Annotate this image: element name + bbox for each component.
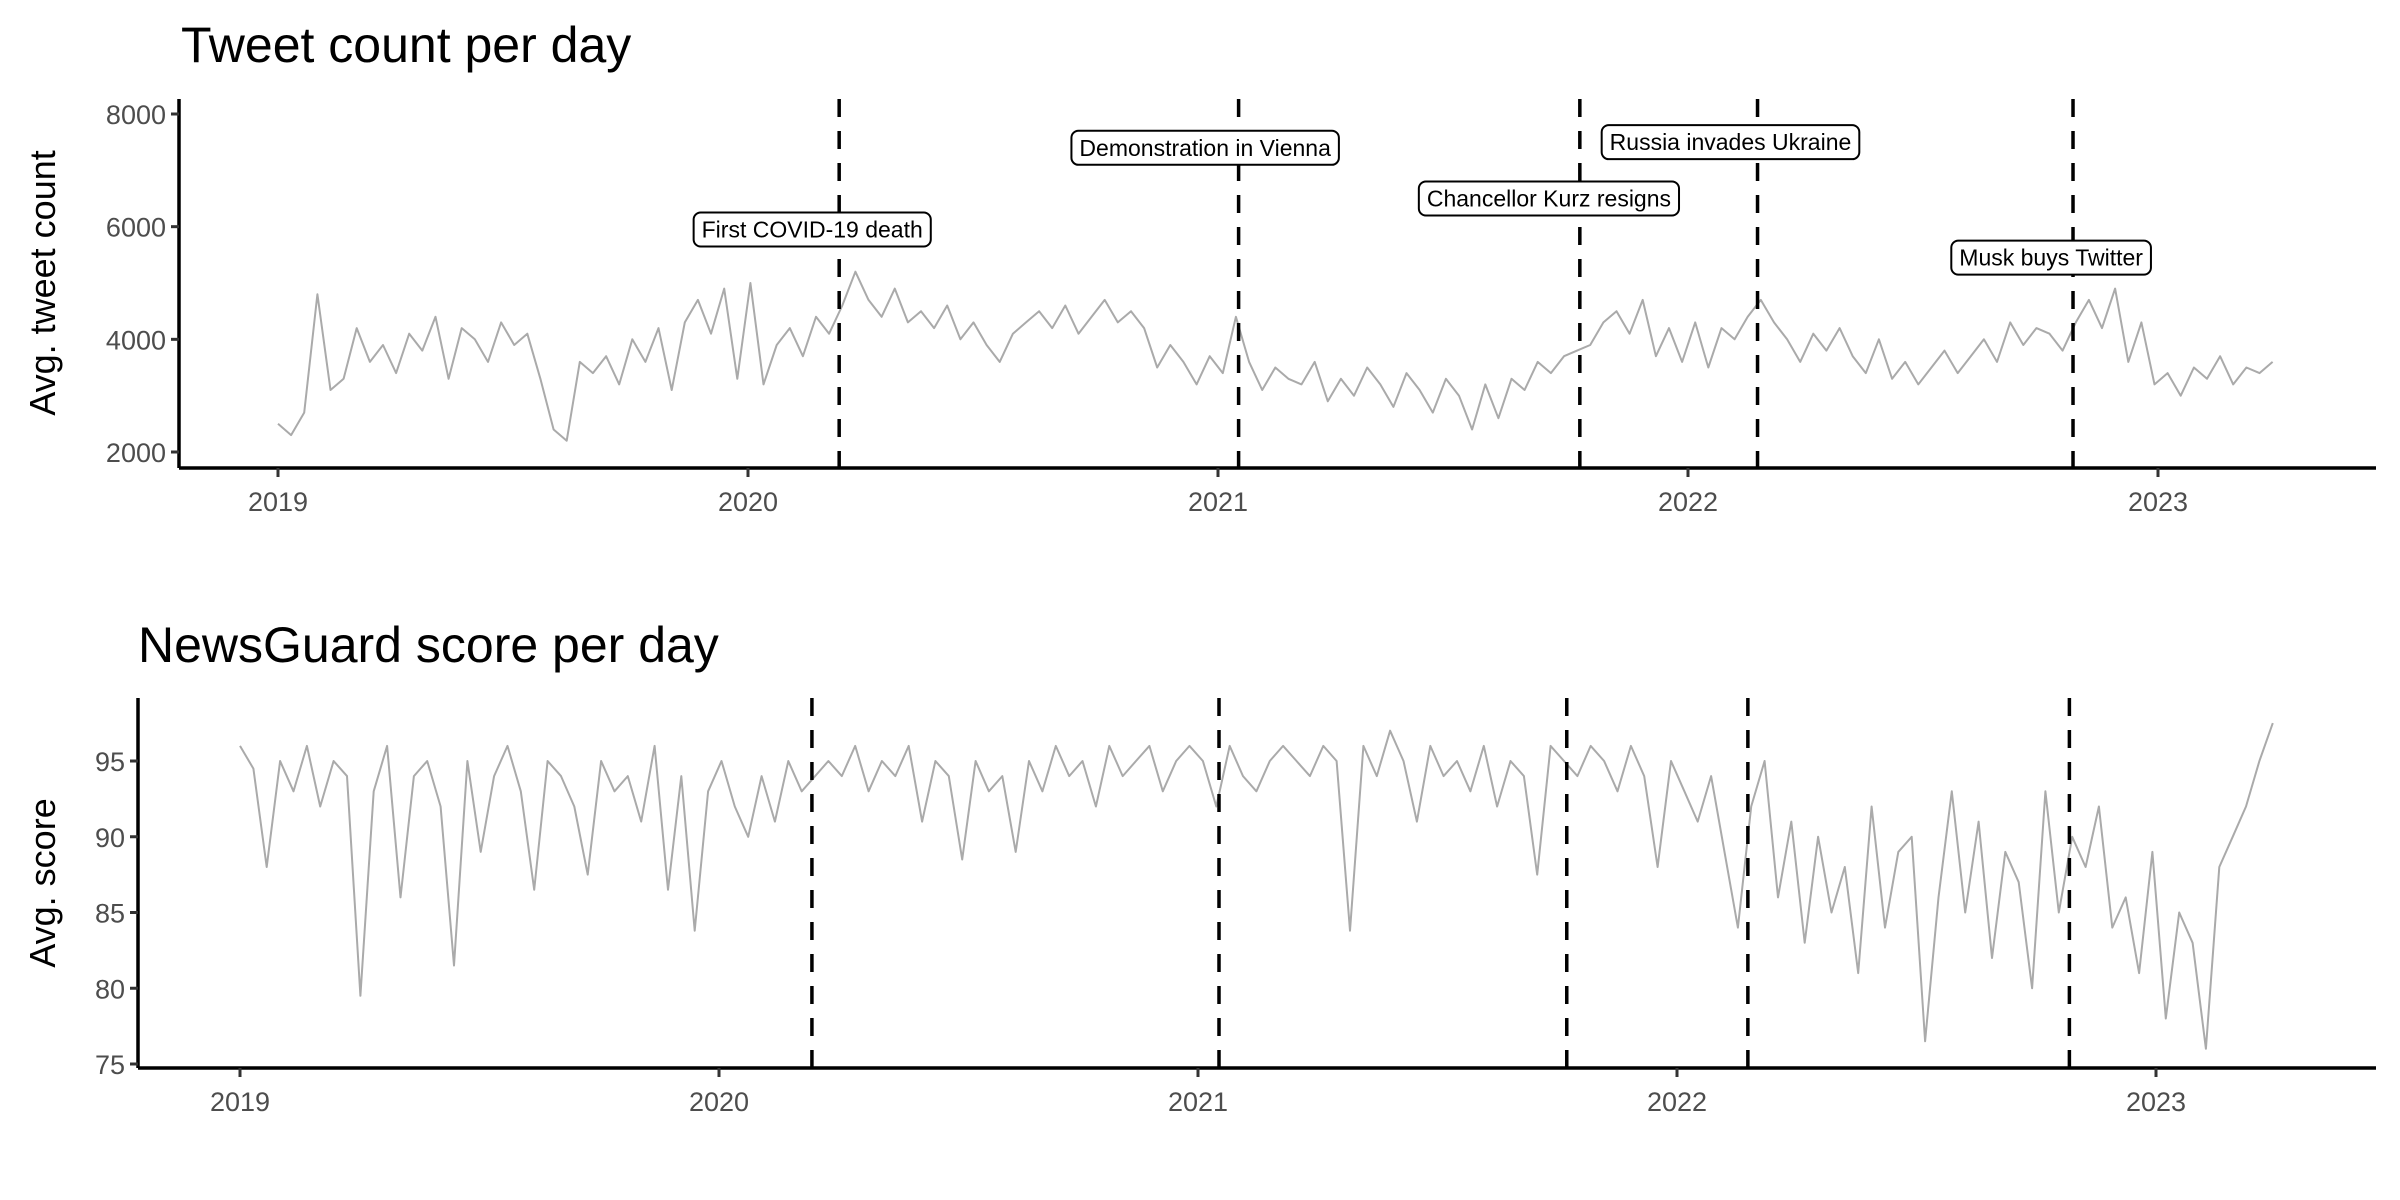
event-label-box bbox=[1070, 129, 1340, 166]
x-tick-label: 2022 bbox=[1647, 1087, 1707, 1117]
y-tick-label: 90 bbox=[95, 823, 125, 853]
event-label: Chancellor Kurz resigns bbox=[1417, 180, 1681, 217]
chart-title: Tweet count per day bbox=[181, 17, 631, 73]
x-tick-label: 2021 bbox=[1188, 487, 1248, 517]
series-line bbox=[239, 722, 2274, 1050]
x-tick-label: 2022 bbox=[1658, 487, 1718, 517]
x-tick-label: 2023 bbox=[2128, 487, 2188, 517]
y-tick-label: 95 bbox=[95, 747, 125, 777]
x-tick-label: 2021 bbox=[1168, 1087, 1228, 1117]
chart-title: NewsGuard score per day bbox=[138, 617, 719, 673]
x-tick-label: 2020 bbox=[689, 1087, 749, 1117]
event-label-text: Musk buys Twitter bbox=[1959, 245, 2143, 271]
tweet-count-panel: Tweet count per day Avg. tweet count Fir… bbox=[22, 17, 2376, 517]
event-label-text: First COVID-19 death bbox=[702, 216, 923, 242]
x-tick-label: 2023 bbox=[2126, 1087, 2186, 1117]
event-label-box bbox=[1600, 124, 1861, 161]
event-label-box bbox=[1950, 239, 2152, 276]
event-label-text: Russia invades Ukraine bbox=[1610, 129, 1852, 155]
series-line bbox=[277, 270, 2274, 442]
y-tick-label: 4000 bbox=[106, 325, 166, 355]
y-tick-label: 2000 bbox=[106, 438, 166, 468]
y-axis-label: Avg. score bbox=[22, 798, 63, 967]
y-axis-label: Avg. tweet count bbox=[22, 150, 63, 416]
event-label: First COVID-19 death bbox=[692, 211, 932, 248]
newsguard-score-panel: NewsGuard score per day Avg. score 75 80 8… bbox=[22, 617, 2376, 1117]
y-tick-label: 75 bbox=[95, 1050, 125, 1080]
event-label: Demonstration in Vienna bbox=[1070, 129, 1340, 166]
y-tick-label: 8000 bbox=[106, 100, 166, 130]
y-tick-label: 6000 bbox=[106, 213, 166, 243]
y-tick-label: 80 bbox=[95, 974, 125, 1004]
y-tick-label: 85 bbox=[95, 899, 125, 929]
event-label-text: Demonstration in Vienna bbox=[1079, 135, 1331, 161]
event-label: Russia invades Ukraine bbox=[1600, 124, 1861, 161]
x-tick-label: 2020 bbox=[718, 487, 778, 517]
event-label-box bbox=[692, 211, 932, 248]
event-label: Musk buys Twitter bbox=[1950, 239, 2152, 276]
event-label-text: Chancellor Kurz resigns bbox=[1427, 186, 1671, 212]
x-tick-label: 2019 bbox=[210, 1087, 270, 1117]
x-tick-label: 2019 bbox=[248, 487, 308, 517]
event-label-box bbox=[1417, 180, 1681, 217]
